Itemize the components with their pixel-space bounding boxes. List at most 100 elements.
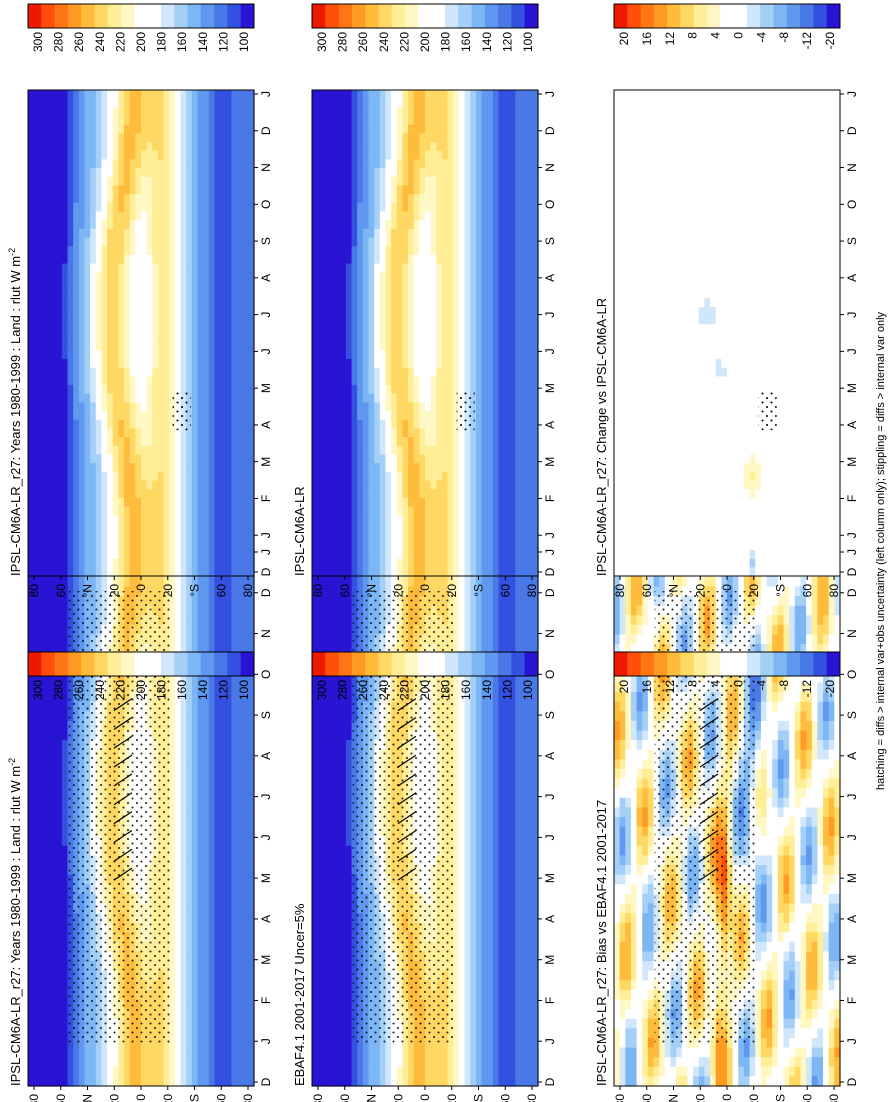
heatmap-cell — [323, 1047, 330, 1058]
heatmap-cell — [642, 951, 649, 962]
heatmap-cell — [498, 903, 505, 914]
heatmap-cell — [186, 1037, 193, 1049]
heatmap-cell — [169, 749, 176, 760]
heatmap-cell — [129, 1057, 136, 1068]
heatmap-cell — [28, 989, 35, 1001]
heatmap-cell — [248, 1047, 255, 1058]
heatmap-cell — [470, 1018, 477, 1029]
heatmap-cell — [515, 903, 522, 914]
heatmap-cell — [647, 605, 655, 616]
heatmap-cell — [334, 865, 341, 876]
heatmap-cell — [498, 644, 505, 655]
heatmap-cell — [44, 711, 52, 722]
heatmap-cell — [630, 788, 638, 799]
heatmap-cell — [231, 874, 238, 885]
heatmap-cell — [464, 817, 471, 828]
heatmap-cell — [317, 932, 324, 943]
heatmap-cell — [191, 1076, 199, 1087]
heatmap-cell — [141, 1057, 148, 1068]
heatmap-cell — [636, 644, 643, 655]
heatmap-cell — [614, 980, 621, 991]
heatmap-cell — [248, 1076, 255, 1087]
heatmap-cell — [208, 1037, 216, 1049]
heatmap-cell — [334, 970, 341, 981]
heatmap-cell — [509, 1076, 516, 1087]
heatmap-cell — [33, 788, 40, 799]
heatmap-cell — [248, 576, 255, 588]
heatmap-cell — [625, 759, 632, 770]
heatmap-cell — [90, 1037, 97, 1049]
heatmap-cell — [345, 817, 353, 828]
heatmap-cell — [521, 999, 528, 1010]
heatmap-cell — [470, 826, 477, 837]
heatmap-cell — [334, 586, 341, 597]
heatmap-cell — [464, 999, 471, 1010]
heatmap-cell — [197, 720, 204, 732]
heatmap-cell — [614, 1076, 621, 1087]
heatmap-cell — [186, 682, 193, 693]
heatmap-cell — [180, 586, 187, 597]
heatmap-cell — [487, 759, 494, 770]
heatmap-cell — [248, 884, 255, 895]
heatmap-cell — [636, 817, 643, 828]
heatmap-cell — [625, 1037, 632, 1049]
heatmap-cell — [475, 586, 483, 597]
heatmap-cell — [56, 807, 63, 818]
heatmap-cell — [157, 1076, 165, 1087]
heatmap-cell — [180, 768, 187, 780]
heatmap-cell — [231, 932, 238, 943]
heatmap-cell — [515, 980, 522, 991]
heatmap-cell — [28, 692, 35, 703]
heatmap-cell — [464, 692, 471, 703]
heatmap-cell — [642, 788, 649, 799]
heatmap-cell — [458, 1066, 466, 1077]
heatmap-cell — [630, 951, 638, 962]
heatmap-cell — [231, 807, 238, 818]
heatmap-cell — [532, 951, 539, 962]
heatmap-cell — [203, 845, 210, 857]
heatmap-cell — [625, 701, 632, 712]
heatmap-cell — [84, 1057, 91, 1068]
heatmap-cell — [312, 951, 319, 962]
heatmap-cell — [515, 730, 522, 741]
heatmap-cell — [470, 1028, 477, 1039]
heatmap-cell — [56, 586, 63, 597]
heatmap-cell — [237, 980, 244, 991]
heatmap-cell — [39, 913, 46, 924]
heatmap-cell — [44, 1018, 52, 1029]
heatmap-cell — [619, 922, 626, 933]
heatmap-cell — [208, 913, 216, 924]
heatmap-cell — [169, 961, 176, 972]
heatmap-cell — [334, 855, 341, 866]
heatmap-cell — [242, 807, 249, 818]
heatmap-cell — [504, 730, 511, 741]
heatmap-cell — [464, 672, 471, 684]
heatmap-cell — [220, 1066, 227, 1077]
heatmap-cell — [186, 768, 193, 780]
heatmap-cell — [614, 999, 621, 1010]
heatmap-cell — [340, 682, 347, 693]
heatmap-cell — [203, 817, 210, 828]
heatmap-cell — [521, 701, 528, 712]
heatmap-cell — [44, 1047, 52, 1058]
heatmap-cell — [197, 711, 204, 722]
heatmap-cell — [33, 989, 40, 1001]
heatmap-cell — [487, 913, 494, 924]
heatmap-cell — [248, 951, 255, 962]
heatmap-cell — [231, 701, 238, 712]
heatmap-cell — [504, 970, 511, 981]
heatmap-cell — [487, 711, 494, 722]
heatmap-cell — [532, 778, 539, 789]
heatmap-cell — [84, 576, 91, 588]
heatmap-cell — [317, 759, 324, 770]
heatmap-cell — [225, 730, 232, 741]
heatmap-cell — [630, 749, 638, 760]
heatmap-cell — [197, 865, 204, 876]
heatmap-cell — [169, 1047, 176, 1058]
heatmap-cell — [362, 576, 370, 588]
heatmap-cell — [453, 730, 460, 741]
heatmap-cell — [317, 807, 324, 818]
heatmap-cell — [509, 701, 516, 712]
heatmap-cell — [340, 1057, 347, 1068]
heatmap-cell — [625, 730, 632, 741]
